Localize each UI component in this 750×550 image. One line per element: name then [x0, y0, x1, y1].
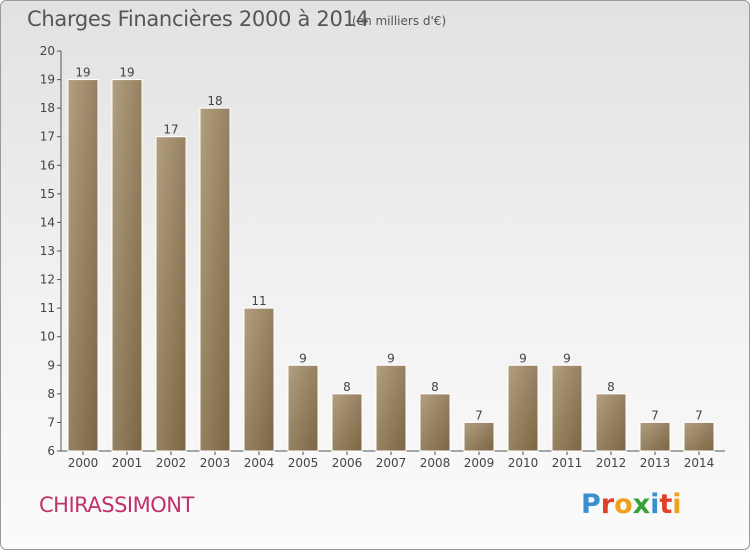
bar-2009 [463, 421, 495, 452]
y-tick-label: 9 [47, 358, 55, 372]
bar-2012 [595, 393, 627, 452]
bar-2008 [419, 393, 451, 452]
y-tick-label: 19 [40, 73, 55, 87]
bar-2000 [67, 79, 99, 452]
bar-2010 [507, 364, 539, 452]
x-tick-label: 2008 [420, 456, 451, 470]
chart-title: Charges Financières 2000 à 2014 [27, 7, 369, 31]
bar-2003 [199, 107, 231, 452]
bar-value-label: 18 [207, 94, 222, 108]
x-tick-label: 2002 [156, 456, 187, 470]
bar-value-label: 9 [519, 351, 527, 365]
proxiti-logo: Proxiti [581, 489, 682, 520]
bar-2001 [111, 79, 143, 452]
bar-value-label: 19 [119, 66, 134, 80]
data-labels: 19 19 17 18 11 9 8 9 8 7 9 9 8 7 7 [75, 66, 702, 423]
bar-value-label: 17 [163, 123, 178, 137]
y-tick-label: 20 [40, 44, 55, 58]
x-tick-label: 2009 [464, 456, 495, 470]
x-tick-label: 2011 [552, 456, 583, 470]
bar-2006 [331, 393, 363, 452]
bar-value-label: 9 [563, 351, 571, 365]
bar-value-label: 8 [607, 380, 615, 394]
y-tick-label: 13 [40, 244, 55, 258]
x-tick-label: 2010 [508, 456, 539, 470]
y-tick-label: 11 [40, 301, 55, 315]
y-tick-label: 7 [47, 415, 55, 429]
y-tick-label: 10 [40, 330, 55, 344]
bar-value-label: 9 [387, 351, 395, 365]
y-tick-label: 18 [40, 101, 55, 115]
x-tick-label: 2013 [640, 456, 671, 470]
x-axis: 2000 2001 2002 2003 2004 2005 2006 2007 2008 2009… [61, 450, 725, 470]
bar-2013 [639, 421, 671, 452]
y-axis: 6 7 8 9 10 11 12 13 14 15 16 17 18 19 20 [40, 44, 62, 458]
y-tick-label: 12 [40, 273, 55, 287]
bar-value-label: 8 [431, 380, 439, 394]
x-tick-label: 2012 [596, 456, 627, 470]
bar-2014 [683, 421, 715, 452]
y-tick-label: 15 [40, 187, 55, 201]
bar-2007 [375, 364, 407, 452]
bar-value-label: 7 [475, 408, 483, 422]
bar-2011 [551, 364, 583, 452]
bar-2005 [287, 364, 319, 452]
x-tick-label: 2005 [288, 456, 319, 470]
x-tick-label: 2014 [684, 456, 715, 470]
bar-2004 [243, 307, 275, 452]
x-tick-label: 2007 [376, 456, 407, 470]
bar-value-label: 9 [299, 351, 307, 365]
bar-2002 [155, 136, 187, 452]
x-tick-label: 2001 [112, 456, 143, 470]
y-tick-label: 14 [40, 215, 55, 229]
x-tick-label: 2003 [200, 456, 231, 470]
y-tick-label: 16 [40, 158, 55, 172]
bar-value-label: 11 [251, 294, 266, 308]
y-tick-label: 6 [47, 444, 55, 458]
chart-subtitle: (en milliers d'€) [352, 14, 447, 28]
x-tick-label: 2004 [244, 456, 275, 470]
y-tick-label: 8 [47, 387, 55, 401]
bars [67, 79, 715, 452]
commune-name: CHIRASSIMONT [39, 493, 194, 517]
x-tick-label: 2006 [332, 456, 363, 470]
bar-value-label: 8 [343, 380, 351, 394]
bar-value-label: 7 [695, 408, 703, 422]
y-tick-label: 17 [40, 130, 55, 144]
x-tick-label: 2000 [68, 456, 99, 470]
bar-value-label: 7 [651, 408, 659, 422]
bar-value-label: 19 [75, 66, 90, 80]
